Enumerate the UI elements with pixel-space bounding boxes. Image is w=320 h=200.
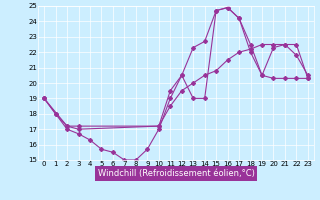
X-axis label: Windchill (Refroidissement éolien,°C): Windchill (Refroidissement éolien,°C) (98, 169, 254, 178)
